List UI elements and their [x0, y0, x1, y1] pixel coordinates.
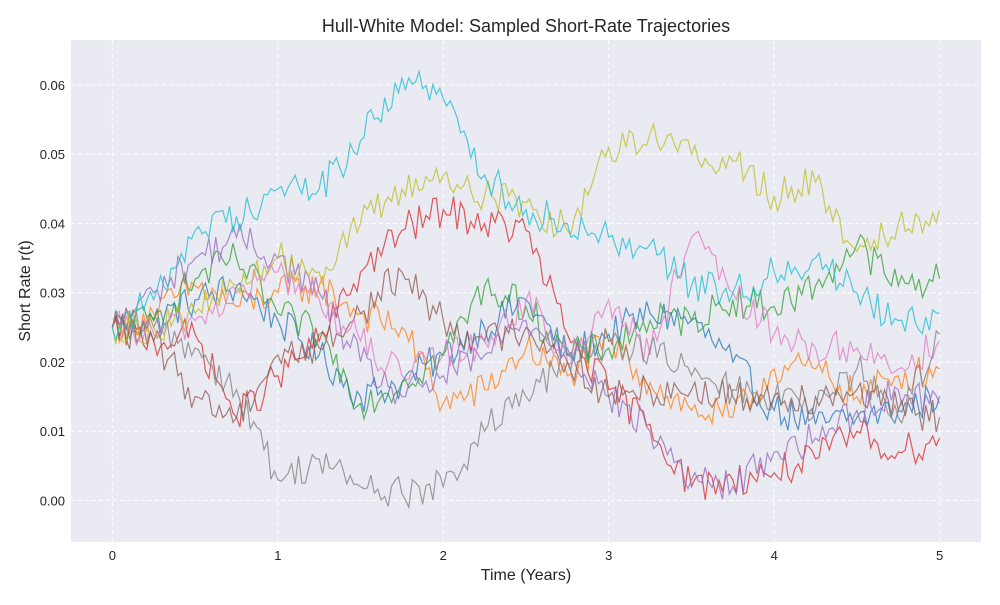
trajectory-line-8 [111, 309, 941, 510]
x-tick-label: 0 [109, 548, 116, 563]
trajectory-line-10 [111, 69, 940, 341]
y-tick-label: 0.02 [40, 355, 65, 370]
trajectory-line-3 [111, 233, 941, 422]
y-tick-label: 0.05 [40, 147, 65, 162]
trajectory-line-7 [111, 230, 941, 380]
x-tick-label: 5 [936, 548, 943, 563]
y-tick-label: 0.03 [40, 286, 65, 301]
x-tick-label: 3 [605, 548, 612, 563]
y-tick-label: 0.04 [40, 216, 65, 231]
y-axis-ticks: 0.00 0.01 0.02 0.03 0.04 0.05 0.06 [40, 78, 65, 508]
y-axis-label: Short Rate r(t) [17, 240, 34, 341]
y-tick-label: 0.06 [40, 78, 65, 93]
y-tick-label: 0.01 [40, 424, 65, 439]
x-axis-ticks: 0 1 2 3 4 5 [109, 548, 944, 563]
x-axis-label: Time (Years) [481, 567, 571, 584]
trajectory-line-6 [111, 266, 941, 433]
series-lines [111, 69, 941, 510]
x-tick-label: 2 [440, 548, 447, 563]
x-tick-label: 1 [274, 548, 281, 563]
y-tick-label: 0.00 [40, 493, 65, 508]
trajectory-line-5 [111, 223, 941, 500]
grid [71, 40, 981, 542]
chart-title: Hull-White Model: Sampled Short-Rate Tra… [322, 16, 730, 36]
trajectory-line-4 [111, 196, 941, 500]
trajectory-line-9 [111, 121, 941, 345]
x-tick-label: 4 [771, 548, 778, 563]
